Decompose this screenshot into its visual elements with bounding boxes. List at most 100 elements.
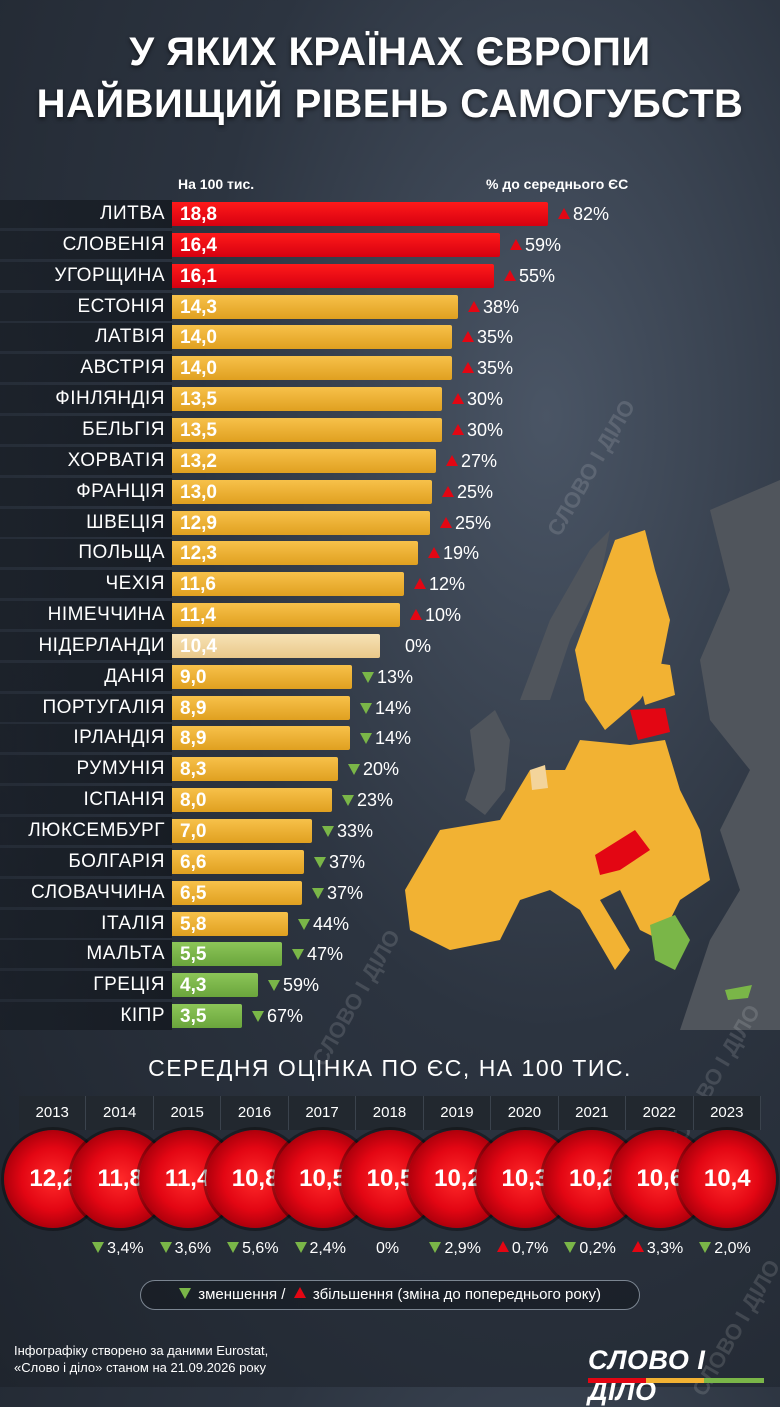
bar-value-label: 5,8 xyxy=(180,913,207,935)
change-label: 47% xyxy=(292,944,343,965)
bar xyxy=(172,1004,242,1029)
country-label: УГОРЩИНА xyxy=(54,264,165,286)
year-label: 2019 xyxy=(423,1096,492,1130)
row-background xyxy=(0,940,172,969)
country-label: ФРАНЦІЯ xyxy=(76,480,165,502)
change-label: 59% xyxy=(268,975,319,996)
row-background xyxy=(0,354,172,383)
change-value: 20% xyxy=(363,759,400,780)
bar-row: ЛЮКСЕМБУРГ 7,0 33% xyxy=(0,817,560,845)
bar-row: ЕСТОНІЯ 14,3 38% xyxy=(0,292,560,321)
year-change-value: 3,3% xyxy=(646,1240,684,1257)
bar-row: СЛОВАЧЧИНА 6,5 37% xyxy=(0,878,560,907)
year-change-value: 3,4% xyxy=(107,1240,144,1257)
country-label: НІМЕЧЧИНА xyxy=(47,604,165,626)
year-change-label: 2,9% xyxy=(429,1240,481,1258)
logo-stripe xyxy=(588,1378,764,1383)
map-hungary-slovenia xyxy=(595,830,650,875)
eu-average-circle: 10,4 xyxy=(678,1130,777,1228)
bar-value-label: 9,0 xyxy=(180,666,207,688)
year-label: 2013 xyxy=(19,1096,87,1130)
row-background xyxy=(0,415,172,444)
bar xyxy=(172,325,452,350)
country-label: БОЛГАРІЯ xyxy=(68,850,165,872)
increase-triangle-icon xyxy=(452,393,464,405)
row-background xyxy=(0,230,172,259)
bar xyxy=(172,417,442,442)
change-value: 38% xyxy=(483,296,520,317)
bar-row: ПОРТУГАЛІЯ 8,9 14% xyxy=(0,693,560,722)
country-label: ІТАЛІЯ xyxy=(101,912,165,934)
page-title: У ЯКИХ КРАЇНАХ ЄВРОПИ НАЙВИЩИЙ РІВЕНЬ СА… xyxy=(0,26,780,130)
country-label: РУМУНІЯ xyxy=(76,758,165,780)
bar-value-label: 13,2 xyxy=(180,450,217,472)
increase-triangle-icon xyxy=(468,300,480,312)
bar-value-label: 8,0 xyxy=(180,790,207,812)
decrease-triangle-icon xyxy=(348,764,360,776)
decrease-triangle-icon xyxy=(360,702,372,714)
bar-value-label: 6,5 xyxy=(180,882,207,904)
change-value: 67% xyxy=(267,1006,304,1027)
change-value: 14% xyxy=(375,697,412,718)
change-value: 55% xyxy=(519,265,556,286)
bar xyxy=(172,849,304,874)
bar xyxy=(172,880,302,905)
decrease-triangle-icon xyxy=(699,1242,712,1253)
country-label: СЛОВАЧЧИНА xyxy=(31,881,165,903)
year-change-value: 2,0% xyxy=(714,1240,751,1257)
year-change-label: 2,4% xyxy=(294,1240,346,1258)
row-background xyxy=(0,724,172,753)
footer-source: Інфографіку створено за даними Eurostat,… xyxy=(14,1342,268,1376)
europe-map xyxy=(405,480,780,1030)
increase-triangle-icon xyxy=(428,547,440,559)
bar-value-label: 11,6 xyxy=(180,574,216,596)
bar-row: ФРАНЦІЯ 13,0 25% xyxy=(0,477,560,506)
map-lithuania xyxy=(630,708,670,740)
change-label: 82% xyxy=(558,204,609,225)
change-label: 12% xyxy=(414,574,465,595)
map-greece xyxy=(650,915,690,970)
country-label: ЕСТОНІЯ xyxy=(77,295,165,317)
year-change-label: 3,4% xyxy=(92,1240,144,1258)
bar-row: ФІНЛЯНДІЯ 13,5 30% xyxy=(0,385,560,414)
footer-line-1: Інфографіку створено за даними Eurostat, xyxy=(14,1343,269,1358)
change-value: 33% xyxy=(337,821,374,841)
bar-row: ХОРВАТІЯ 13,2 27% xyxy=(0,446,560,475)
change-label: 10% xyxy=(410,605,461,626)
year-label: 2015 xyxy=(153,1096,222,1130)
bar-row: КІПР 3,5 67% xyxy=(0,1002,560,1031)
change-label: 25% xyxy=(440,513,491,534)
bar-value-label: 8,9 xyxy=(180,697,207,719)
decrease-triangle-icon xyxy=(429,1242,442,1253)
row-background xyxy=(0,786,172,815)
increase-triangle-icon xyxy=(496,1241,509,1252)
map-cyprus xyxy=(725,985,752,1000)
change-value: 23% xyxy=(357,790,394,811)
increase-triangle-icon xyxy=(414,578,426,590)
bar-row: УГОРЩИНА 16,1 55% xyxy=(0,261,560,290)
bar xyxy=(172,572,404,597)
bar-value-label: 12,9 xyxy=(180,512,217,534)
change-label: 44% xyxy=(298,914,349,935)
change-label: 13% xyxy=(362,667,413,688)
row-background xyxy=(0,817,172,845)
year-label: 2017 xyxy=(288,1096,357,1130)
increase-triangle-icon xyxy=(510,238,522,250)
bar-row: ІТАЛІЯ 5,8 44% xyxy=(0,909,560,938)
change-value: 44% xyxy=(313,913,350,934)
country-label: ЧЕХІЯ xyxy=(105,573,165,595)
map-uk xyxy=(465,710,510,815)
decrease-triangle-icon xyxy=(360,733,372,745)
bar-row: ГРЕЦІЯ 4,3 59% xyxy=(0,971,560,1000)
bar xyxy=(172,387,442,412)
title-line-2: НАЙВИЩИЙ РІВЕНЬ САМОГУБСТВ xyxy=(36,82,744,126)
map-norway xyxy=(520,530,610,700)
bar-value-label: 12,3 xyxy=(180,543,217,565)
bar xyxy=(172,603,400,628)
bar xyxy=(172,788,332,813)
change-value: 35% xyxy=(477,327,514,348)
bar xyxy=(172,479,432,504)
year-label: 2014 xyxy=(86,1096,154,1130)
change-label: 35% xyxy=(462,327,513,348)
country-label: ПОЛЬЩА xyxy=(78,542,165,564)
